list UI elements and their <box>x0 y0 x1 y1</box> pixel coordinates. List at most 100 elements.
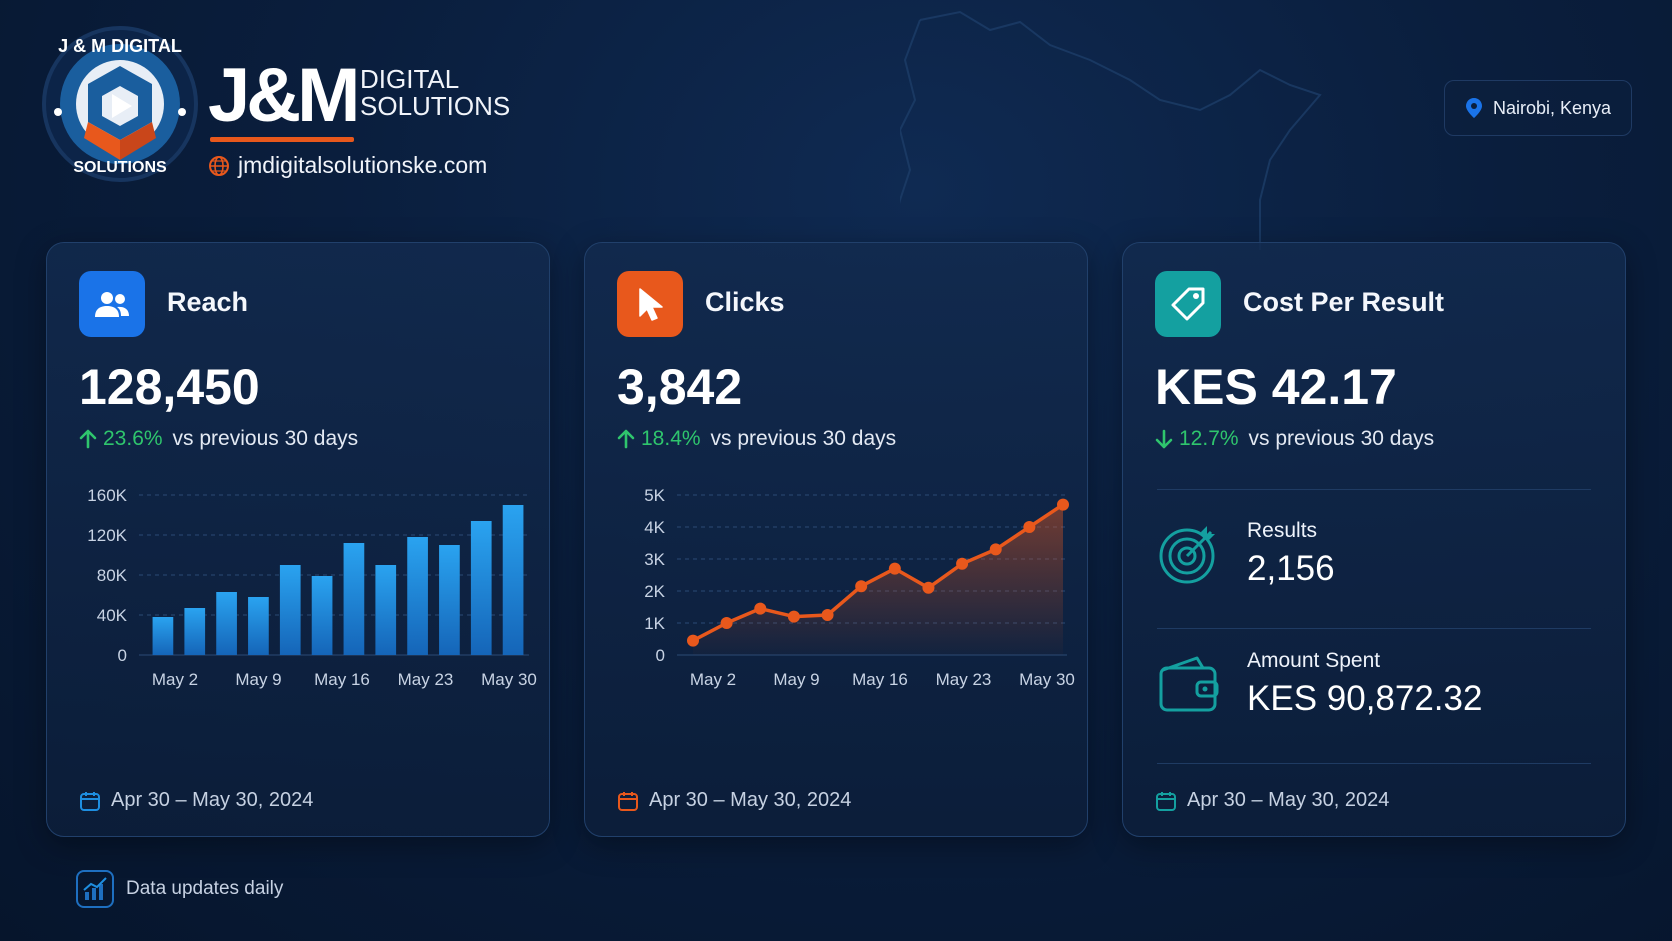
bar <box>439 545 460 655</box>
y-tick-label: 0 <box>656 646 665 665</box>
date-range: Apr 30 – May 30, 2024 <box>79 789 313 812</box>
y-tick-label: 40K <box>97 606 128 625</box>
x-tick-label: May 9 <box>235 670 281 689</box>
arrow-down-icon <box>1155 429 1173 449</box>
date-range-label: Apr 30 – May 30, 2024 <box>1187 789 1390 811</box>
bar <box>311 576 333 655</box>
clicks-area-chart: 0 1K 2K 3K 4K 5K May 2 May 9 May 16 May 23 May 30 <box>644 486 1075 689</box>
divider <box>1157 763 1591 764</box>
y-tick-label: 2K <box>644 582 665 601</box>
data-point <box>754 602 767 615</box>
brand-subtitle-line1: DIGITAL <box>360 64 460 94</box>
tag-icon <box>1155 271 1221 337</box>
divider <box>1157 489 1591 490</box>
location-badge[interactable]: Nairobi, Kenya <box>1444 80 1632 136</box>
calendar-icon <box>618 791 638 811</box>
y-tick-label: 3K <box>644 550 665 569</box>
date-range: Apr 30 – May 30, 2024 <box>1155 789 1389 812</box>
amount-spent-value: KES 90,872.32 <box>1247 679 1483 718</box>
results-label: Results <box>1247 519 1318 542</box>
website-link[interactable]: jmdigitalsolutionske.com <box>208 152 487 179</box>
wallet-icon <box>1159 656 1219 712</box>
date-range-label: Apr 30 – May 30, 2024 <box>649 789 852 811</box>
data-point <box>922 581 935 594</box>
reach-bar-chart: 0 40K 80K 120K 160K May 2 May 9 May 16 May 23 May… <box>87 486 537 689</box>
logo-ring-bottom: SOLUTIONS <box>73 159 167 176</box>
bar <box>343 543 365 655</box>
location-label: Nairobi, Kenya <box>1493 97 1612 118</box>
calendar-icon <box>1156 791 1176 811</box>
divider <box>1157 628 1591 629</box>
card-title: Reach <box>167 287 249 317</box>
change-pct: 18.4% <box>641 427 701 450</box>
reach-change: 23.6% vs previous 30 days <box>79 427 358 451</box>
reach-card: Reach 128,450 23.6% vs previous 30 days … <box>46 242 550 837</box>
bar <box>152 617 174 655</box>
target-icon <box>1159 526 1215 584</box>
company-logo: J & M DIGITAL SOLUTIONS <box>42 26 198 182</box>
data-point <box>720 617 733 629</box>
arrow-up-icon <box>79 429 97 449</box>
reach-value: 128,450 <box>79 359 260 415</box>
website-url: jmdigitalsolutionske.com <box>238 152 488 178</box>
cost-change: 12.7% vs previous 30 days <box>1155 427 1434 451</box>
cursor-icon <box>617 271 683 337</box>
bar <box>216 592 237 655</box>
x-tick-label: May 30 <box>481 670 537 689</box>
y-tick-label: 120K <box>87 526 127 545</box>
x-tick-label: May 16 <box>314 670 370 689</box>
y-tick-label: 0 <box>118 646 127 665</box>
data-point <box>1023 521 1036 533</box>
y-tick-label: 160K <box>87 486 127 505</box>
bar <box>279 565 301 655</box>
y-tick-label: 1K <box>644 614 665 633</box>
change-pct: 12.7% <box>1179 427 1239 450</box>
kenya-map-outline <box>900 10 1322 250</box>
amount-spent-label: Amount Spent <box>1247 649 1381 672</box>
map-pin-icon <box>1466 98 1482 118</box>
data-point <box>787 610 800 623</box>
results-text: Results 2,156 <box>1247 519 1335 589</box>
change-pct: 23.6% <box>103 427 163 450</box>
cost-per-result-value: KES 42.17 <box>1155 359 1397 415</box>
data-point <box>956 557 969 570</box>
clicks-card: Clicks 3,842 18.4% vs previous 30 days 0… <box>584 242 1088 837</box>
results-metric: Results 2,156 <box>1157 519 1335 589</box>
change-text: vs previous 30 days <box>1248 427 1435 450</box>
series-line <box>692 503 1064 643</box>
globe-icon <box>209 155 229 176</box>
change-text: vs previous 30 days <box>172 427 359 450</box>
bar <box>407 537 428 655</box>
area-fill <box>693 504 1063 655</box>
data-point <box>821 609 834 621</box>
data-point <box>855 580 868 593</box>
data-point <box>989 543 1002 556</box>
change-text: vs previous 30 days <box>710 427 897 450</box>
x-tick-label: May 2 <box>690 670 736 689</box>
card-title: Clicks <box>705 287 785 317</box>
x-tick-label: May 30 <box>1019 670 1075 689</box>
brand-subtitle-line2: SOLUTIONS <box>360 91 511 121</box>
x-tick-label: May 2 <box>152 670 198 689</box>
bar <box>184 608 206 655</box>
logo-ring-top: J & M DIGITAL <box>58 36 182 56</box>
x-tick-label: May 9 <box>773 670 819 689</box>
clicks-change: 18.4% vs previous 30 days <box>617 427 896 451</box>
users-icon <box>79 271 145 337</box>
bar <box>470 521 492 655</box>
y-tick-label: 4K <box>644 518 665 537</box>
x-tick-label: May 23 <box>936 670 992 689</box>
footer-note: Data updates daily <box>76 870 283 908</box>
date-range: Apr 30 – May 30, 2024 <box>617 789 851 812</box>
footer-note-label: Data updates daily <box>126 878 284 899</box>
bar <box>375 565 397 655</box>
arrow-up-icon <box>617 429 635 449</box>
bar <box>502 505 524 655</box>
data-point <box>687 634 699 647</box>
chart-icon <box>76 870 114 908</box>
bar <box>248 597 269 655</box>
clicks-value: 3,842 <box>617 359 743 415</box>
amount-spent-metric: Amount Spent KES 90,872.32 <box>1157 649 1482 719</box>
card-title: Cost Per Result <box>1243 287 1445 317</box>
y-tick-label: 5K <box>644 486 665 505</box>
